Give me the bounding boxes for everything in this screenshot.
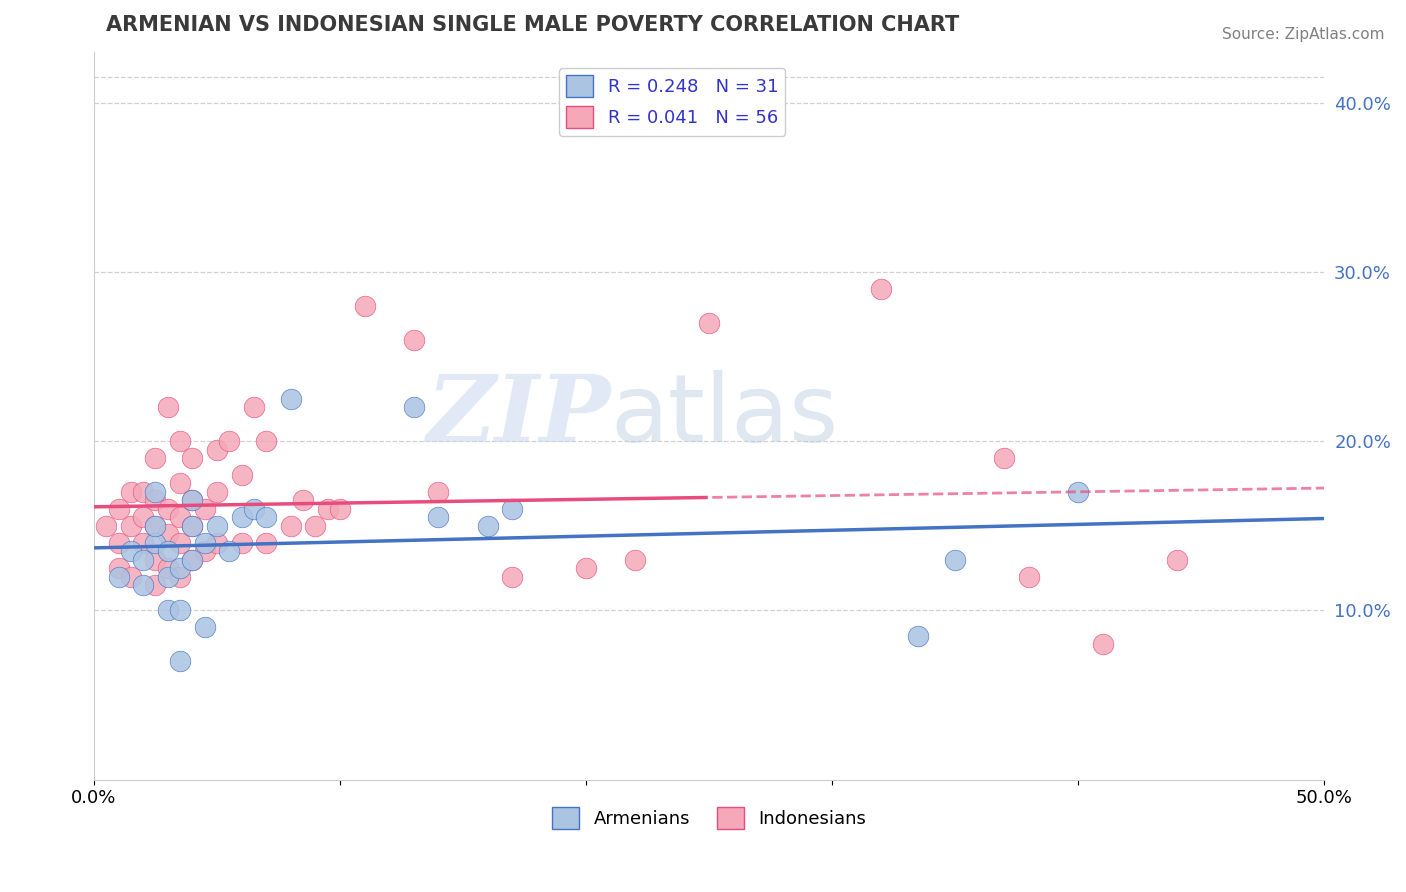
Point bbox=[575, 561, 598, 575]
Text: ZIP: ZIP bbox=[426, 371, 610, 461]
Point bbox=[205, 518, 228, 533]
Point bbox=[132, 535, 155, 549]
Point bbox=[870, 282, 893, 296]
Point bbox=[156, 561, 179, 575]
Point bbox=[993, 450, 1015, 465]
Point bbox=[156, 527, 179, 541]
Point bbox=[181, 450, 204, 465]
Point bbox=[1166, 552, 1188, 566]
Point bbox=[145, 518, 167, 533]
Point bbox=[145, 450, 167, 465]
Point bbox=[304, 518, 326, 533]
Point bbox=[501, 501, 523, 516]
Point bbox=[254, 510, 277, 524]
Point bbox=[120, 569, 142, 583]
Point bbox=[145, 484, 167, 499]
Point bbox=[1018, 569, 1040, 583]
Point bbox=[907, 629, 929, 643]
Point bbox=[145, 493, 167, 508]
Point bbox=[181, 552, 204, 566]
Point bbox=[218, 544, 240, 558]
Point bbox=[132, 578, 155, 592]
Point bbox=[145, 552, 167, 566]
Point bbox=[427, 510, 450, 524]
Point bbox=[205, 484, 228, 499]
Point bbox=[194, 501, 217, 516]
Point bbox=[132, 552, 155, 566]
Point bbox=[156, 401, 179, 415]
Point bbox=[156, 569, 179, 583]
Point bbox=[624, 552, 647, 566]
Point bbox=[477, 518, 499, 533]
Point bbox=[169, 434, 191, 449]
Point bbox=[943, 552, 966, 566]
Point bbox=[243, 501, 266, 516]
Legend: Armenians, Indonesians: Armenians, Indonesians bbox=[544, 799, 873, 836]
Point bbox=[145, 535, 167, 549]
Point bbox=[194, 620, 217, 634]
Point bbox=[181, 518, 204, 533]
Point bbox=[96, 518, 118, 533]
Point bbox=[107, 501, 129, 516]
Point bbox=[120, 544, 142, 558]
Point bbox=[1067, 484, 1090, 499]
Point bbox=[169, 569, 191, 583]
Point bbox=[169, 510, 191, 524]
Point bbox=[181, 493, 204, 508]
Point bbox=[169, 561, 191, 575]
Point bbox=[156, 544, 179, 558]
Text: atlas: atlas bbox=[610, 369, 839, 462]
Point bbox=[292, 493, 315, 508]
Point bbox=[145, 578, 167, 592]
Point bbox=[194, 544, 217, 558]
Point bbox=[1091, 637, 1114, 651]
Point bbox=[205, 535, 228, 549]
Point bbox=[218, 434, 240, 449]
Point bbox=[107, 569, 129, 583]
Point bbox=[145, 518, 167, 533]
Point bbox=[254, 434, 277, 449]
Point bbox=[120, 484, 142, 499]
Point bbox=[132, 510, 155, 524]
Point bbox=[329, 501, 352, 516]
Text: ARMENIAN VS INDONESIAN SINGLE MALE POVERTY CORRELATION CHART: ARMENIAN VS INDONESIAN SINGLE MALE POVER… bbox=[107, 15, 959, 35]
Point bbox=[280, 518, 302, 533]
Point bbox=[169, 535, 191, 549]
Point bbox=[353, 299, 375, 313]
Point bbox=[402, 401, 425, 415]
Point bbox=[169, 654, 191, 668]
Point bbox=[107, 561, 129, 575]
Point bbox=[120, 518, 142, 533]
Point bbox=[107, 535, 129, 549]
Point bbox=[231, 535, 253, 549]
Point bbox=[194, 535, 217, 549]
Point bbox=[243, 401, 266, 415]
Text: Source: ZipAtlas.com: Source: ZipAtlas.com bbox=[1222, 27, 1385, 42]
Point bbox=[697, 316, 720, 330]
Point bbox=[427, 484, 450, 499]
Point bbox=[501, 569, 523, 583]
Point bbox=[254, 535, 277, 549]
Point bbox=[156, 501, 179, 516]
Point bbox=[316, 501, 339, 516]
Point bbox=[169, 476, 191, 491]
Point bbox=[169, 603, 191, 617]
Point bbox=[205, 442, 228, 457]
Point bbox=[280, 392, 302, 406]
Point bbox=[181, 493, 204, 508]
Point bbox=[181, 552, 204, 566]
Point bbox=[181, 518, 204, 533]
Point bbox=[231, 510, 253, 524]
Point bbox=[231, 467, 253, 482]
Point bbox=[402, 333, 425, 347]
Point bbox=[156, 603, 179, 617]
Point bbox=[132, 484, 155, 499]
